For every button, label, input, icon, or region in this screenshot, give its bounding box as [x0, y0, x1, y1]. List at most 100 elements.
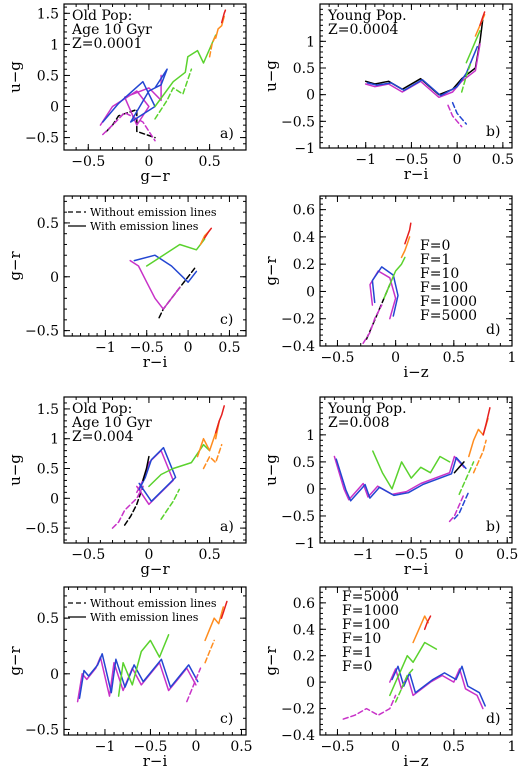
x-tick-label: 0 — [453, 152, 462, 168]
chart-panel-3: −1 −0.5 0 0.5 −0.5 0 0.5 r−i g−r c) Without emissi… — [6, 195, 247, 371]
series-line-f1000 — [472, 439, 487, 474]
series-line-f1 — [342, 694, 397, 720]
series-line-f100 — [389, 641, 438, 697]
series-line-f1 — [369, 270, 397, 320]
y-tick-label: 1.5 — [37, 6, 59, 22]
x-tick-label: −0.5 — [320, 739, 354, 755]
x-axis-label: i−z — [403, 752, 428, 769]
series-line-f5000 — [220, 600, 228, 619]
series-line-f10 — [451, 101, 468, 125]
x-axis-label: r−i — [404, 165, 429, 183]
panel-label: d) — [486, 322, 500, 338]
y-tick-label: −1 — [294, 141, 315, 157]
y-tick-label: 0 — [50, 100, 59, 116]
x-tick-label: −1 — [95, 739, 116, 755]
series-line-f1 — [362, 304, 383, 345]
y-tick-label: 1 — [306, 34, 315, 50]
y-tick-label: 0.5 — [37, 216, 59, 232]
series-line-f1000 — [208, 34, 217, 58]
x-tick-label: −0.5 — [71, 547, 105, 563]
series-line-f1 — [102, 111, 156, 142]
y-tick-label: 0.5 — [37, 462, 59, 478]
x-axis-label: g−r — [140, 167, 170, 185]
panel-annotation: Young Pop. — [327, 401, 407, 417]
x-tick-label: 0 — [455, 547, 464, 563]
y-axis-label: g−r — [6, 251, 24, 281]
series-line-f5000 — [214, 405, 225, 434]
series-line-f100 — [460, 61, 472, 93]
x-tick-label: 0 — [391, 350, 400, 366]
y-tick-label: −0.2 — [281, 312, 315, 328]
legend-entry: F=1 — [342, 645, 372, 661]
series-line-f5000 — [404, 222, 412, 245]
series-line-f10 — [78, 653, 199, 700]
legend-label: Without emission lines — [90, 597, 217, 610]
series-line-f100 — [383, 256, 406, 300]
x-tick-label: 0 — [191, 739, 200, 755]
plot-frame — [63, 3, 247, 151]
y-tick-label: 1 — [306, 428, 315, 444]
y-tick-label: −0.5 — [25, 722, 59, 738]
y-tick-label: 0 — [50, 270, 59, 286]
y-axis-label: u−g — [262, 454, 280, 486]
legend-entry: F=5000 — [342, 589, 399, 605]
series-line-f1 — [389, 668, 484, 710]
series-line-f100 — [465, 29, 481, 64]
panel-label: c) — [220, 312, 233, 328]
panel-annotation: Age 10 Gyr — [71, 415, 152, 431]
series-line-f100 — [148, 443, 211, 488]
y-tick-label: 0.5 — [293, 61, 315, 77]
series-line-f1 — [76, 656, 197, 703]
x-tick-label: −0.5 — [394, 547, 428, 563]
y-tick-label: 1.5 — [37, 402, 59, 418]
series-line-f100 — [394, 668, 414, 703]
y-tick-label: 0 — [306, 675, 315, 691]
y-tick-label: 0.5 — [37, 68, 59, 84]
series-line-f1000 — [204, 639, 215, 664]
y-tick-label: 0.5 — [37, 611, 59, 627]
series-line-f100 — [145, 238, 206, 267]
series-line-f1000 — [202, 443, 223, 470]
series-line-f0 — [123, 485, 144, 526]
legend-entry: F=1000 — [342, 603, 399, 619]
series-line-f5000 — [479, 11, 486, 27]
y-tick-label: 0.2 — [293, 257, 315, 273]
x-tick-label: 1 — [508, 350, 517, 366]
y-tick-label: 0 — [306, 88, 315, 104]
x-tick-label: 0 — [144, 154, 153, 170]
chart-panel-7: −1 −0.5 0 0.5 −0.5 0 0.5 r−i g−r c) Without emissi… — [6, 586, 253, 769]
x-tick-label: 0.5 — [492, 152, 514, 168]
x-tick-label: 0 — [391, 739, 400, 755]
legend-label: Without emission lines — [90, 206, 217, 219]
x-axis-label: r−i — [404, 560, 429, 578]
series-line-f1000 — [196, 420, 221, 458]
y-tick-label: 0.2 — [293, 649, 315, 665]
plot-frame — [319, 3, 513, 149]
y-tick-label: 0 — [50, 667, 59, 683]
y-axis-label: g−r — [262, 646, 280, 676]
y-tick-label: 0.4 — [293, 622, 315, 638]
panel-annotation: Old Pop: — [72, 401, 132, 417]
legend-entry: F=0 — [342, 659, 372, 675]
series-line-f10 — [335, 456, 467, 502]
panel-annotation: Z=0.004 — [72, 429, 134, 445]
y-tick-label: −0.5 — [25, 324, 59, 340]
legend-entry: F=100 — [420, 280, 468, 296]
chart-panel-5: −0.5 0 0.5 −0.5 0 0.5 1 1.5 g−r u−g a) Old Pop:Age … — [6, 396, 247, 578]
series-line-f1000 — [204, 606, 225, 642]
y-tick-label: −0.4 — [281, 728, 315, 744]
x-axis-label: r−i — [143, 353, 168, 371]
series-line-f1 — [129, 259, 181, 310]
x-tick-label: 0.5 — [496, 547, 518, 563]
x-axis-label: g−r — [140, 560, 170, 578]
series-line-f1000 — [400, 236, 411, 259]
x-tick-label: 0.5 — [218, 340, 240, 356]
panel-label: a) — [220, 126, 234, 142]
series-line-f10 — [453, 490, 470, 520]
series-line-f1 — [111, 485, 144, 529]
y-tick-label: 1 — [50, 37, 59, 53]
legend-entry: F=1 — [420, 252, 450, 268]
series-line-f1000 — [214, 15, 225, 39]
y-axis-label: u−g — [6, 454, 24, 486]
